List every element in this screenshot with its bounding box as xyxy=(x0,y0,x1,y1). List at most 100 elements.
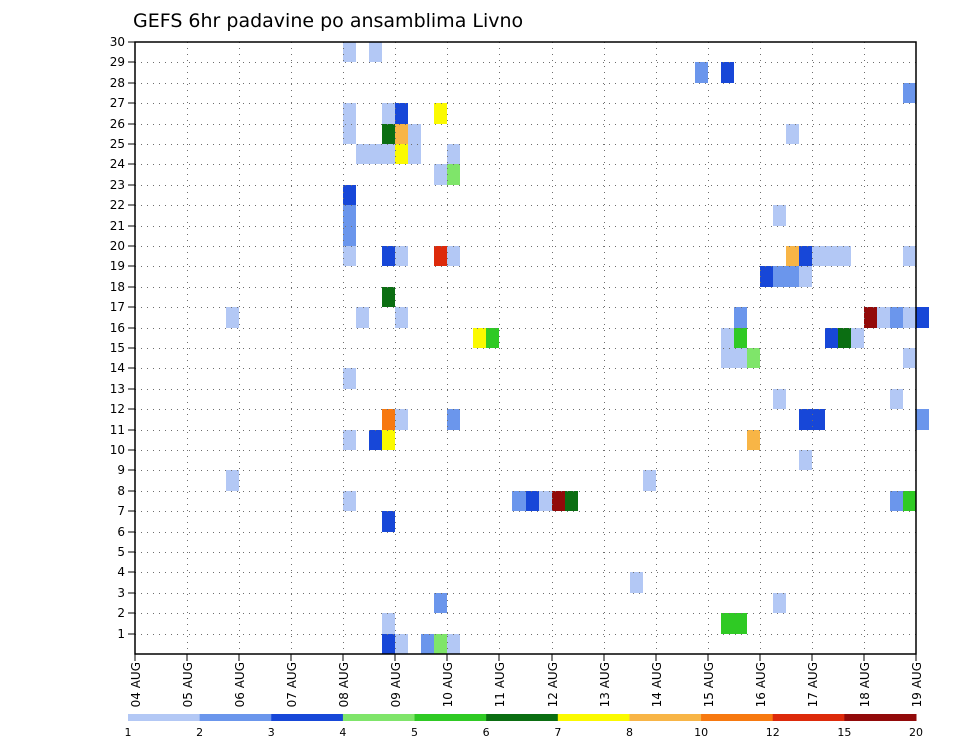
colorbar-label: 20 xyxy=(909,726,923,739)
data-cell xyxy=(799,266,812,287)
data-cell xyxy=(877,307,890,328)
grid-layer xyxy=(135,42,916,654)
colorbar-label: 2 xyxy=(196,726,203,739)
data-cell xyxy=(369,144,382,164)
y-tick-label: 16 xyxy=(110,321,125,335)
y-tick-label: 8 xyxy=(117,484,125,498)
data-cell xyxy=(395,103,408,124)
data-cell xyxy=(447,634,460,654)
colorbar-label: 8 xyxy=(626,726,633,739)
colorbar-segment xyxy=(199,714,272,721)
data-cell xyxy=(434,103,447,124)
x-axis: 04 AUG 05 AUG 06 AUG 07 AUG 08 AUG 09 AUG 10 A… xyxy=(129,654,924,707)
x-tick-label: 15 AUG xyxy=(702,662,716,707)
data-cell xyxy=(382,409,395,430)
colorbar-segment xyxy=(701,714,774,721)
data-cell xyxy=(421,634,434,654)
data-cell xyxy=(226,470,239,491)
data-cell xyxy=(395,124,408,144)
y-tick-label: 25 xyxy=(110,137,125,151)
data-cell xyxy=(382,430,395,450)
y-tick-label: 4 xyxy=(117,565,125,579)
data-cell xyxy=(382,511,395,532)
y-tick-label: 3 xyxy=(117,586,125,600)
y-tick-label: 5 xyxy=(117,545,125,559)
y-tick-label: 17 xyxy=(110,300,125,314)
y-axis: 1234567891011121314151617181920212223242… xyxy=(110,35,135,641)
data-cell xyxy=(747,430,760,450)
data-cell xyxy=(903,348,916,368)
colorbar: 1 2 3 4 5 6 7 8 10 12 15 20 xyxy=(125,714,923,739)
data-cell xyxy=(369,42,382,62)
data-cell xyxy=(356,144,369,164)
data-cell xyxy=(890,491,903,511)
x-tick-label: 05 AUG xyxy=(181,662,195,707)
data-cell xyxy=(226,307,239,328)
colorbar-label: 12 xyxy=(766,726,780,739)
data-cell xyxy=(734,348,747,368)
data-cell xyxy=(447,409,460,430)
data-cell xyxy=(343,124,356,144)
x-tick-label: 09 AUG xyxy=(389,662,403,707)
data-cell xyxy=(916,307,929,328)
data-cell xyxy=(343,103,356,124)
data-cell xyxy=(395,144,408,164)
y-tick-label: 10 xyxy=(110,443,125,457)
y-tick-label: 13 xyxy=(110,382,125,396)
y-tick-label: 27 xyxy=(110,96,125,110)
data-cell xyxy=(747,348,760,368)
colorbar-segment xyxy=(271,714,344,721)
x-tick-label: 07 AUG xyxy=(285,662,299,707)
data-cell xyxy=(864,307,877,328)
colorbar-label: 1 xyxy=(125,726,132,739)
data-cell xyxy=(382,246,395,266)
colorbar-label: 4 xyxy=(339,726,346,739)
data-cell xyxy=(343,185,356,205)
data-cell xyxy=(447,144,460,164)
data-cell xyxy=(734,613,747,634)
data-cell xyxy=(630,572,643,593)
data-cell xyxy=(343,246,356,266)
y-tick-label: 22 xyxy=(110,198,125,212)
data-cell xyxy=(343,42,356,62)
y-tick-label: 26 xyxy=(110,117,125,131)
data-cell xyxy=(695,62,708,83)
colorbar-label: 3 xyxy=(268,726,275,739)
x-tick-label: 12 AUG xyxy=(546,662,560,707)
data-cell xyxy=(916,409,929,430)
data-cell xyxy=(643,470,656,491)
data-cell xyxy=(812,246,825,266)
colorbar-segment xyxy=(844,714,917,721)
data-cell xyxy=(473,328,486,348)
colorbar-segment xyxy=(557,714,630,721)
data-cell xyxy=(382,634,395,654)
data-cell xyxy=(903,307,916,328)
data-cell xyxy=(565,491,578,511)
data-cell xyxy=(343,491,356,511)
x-tick-label: 17 AUG xyxy=(806,662,820,707)
data-cell xyxy=(786,246,799,266)
colorbar-segment xyxy=(772,714,845,721)
colorbar-label: 6 xyxy=(483,726,490,739)
colorbar-segment xyxy=(342,714,416,721)
data-cell xyxy=(408,124,421,144)
y-tick-label: 2 xyxy=(117,606,125,620)
data-cell xyxy=(526,491,539,511)
data-cell xyxy=(356,307,369,328)
colorbar-label: 10 xyxy=(694,726,708,739)
data-cell xyxy=(539,491,552,511)
x-tick-label: 16 AUG xyxy=(754,662,768,707)
y-tick-label: 7 xyxy=(117,504,125,518)
data-cell xyxy=(447,246,460,266)
data-cell xyxy=(799,246,812,266)
cells-layer xyxy=(226,42,929,654)
data-cell xyxy=(773,205,786,226)
data-cell xyxy=(395,409,408,430)
data-cell xyxy=(486,328,499,348)
data-cell xyxy=(851,328,864,348)
y-tick-label: 14 xyxy=(110,361,125,375)
colorbar-label: 15 xyxy=(837,726,851,739)
data-cell xyxy=(799,409,812,430)
x-tick-label: 13 AUG xyxy=(598,662,612,707)
data-cell xyxy=(773,593,786,613)
